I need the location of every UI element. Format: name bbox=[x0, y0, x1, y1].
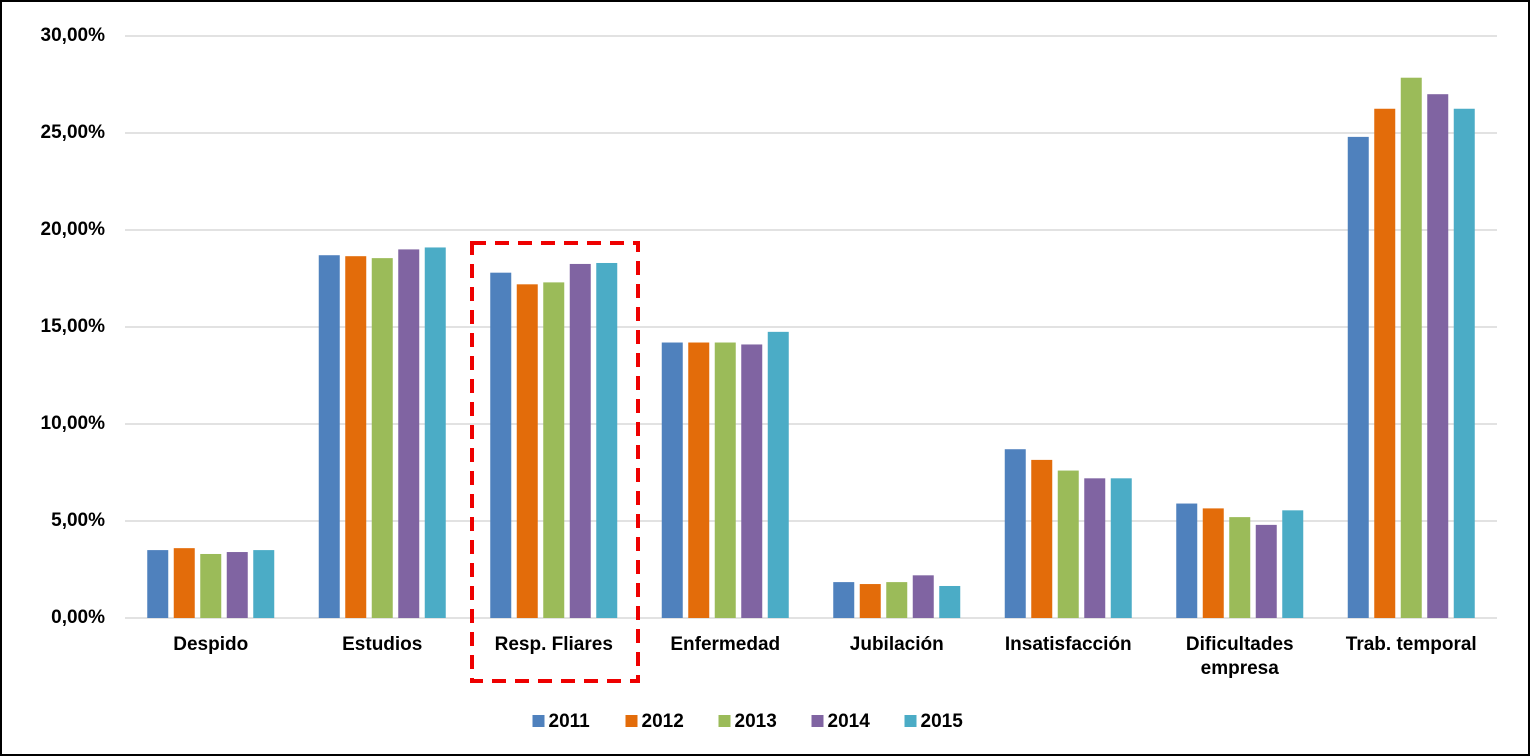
bar bbox=[1031, 459, 1053, 618]
x-tick-label: Estudios bbox=[342, 634, 423, 655]
bar bbox=[490, 272, 512, 618]
legend-swatch bbox=[532, 715, 545, 727]
bar bbox=[912, 575, 934, 618]
bar bbox=[1202, 508, 1224, 618]
legend-label: 2015 bbox=[921, 711, 964, 732]
bar bbox=[226, 552, 248, 618]
bar bbox=[147, 550, 169, 618]
x-tick-label: Dificultades empresa bbox=[1185, 634, 1294, 679]
bar bbox=[253, 550, 275, 618]
bar bbox=[318, 255, 340, 618]
legend-swatch bbox=[811, 715, 824, 727]
bar bbox=[1057, 470, 1079, 618]
bar bbox=[1453, 108, 1475, 618]
bar bbox=[398, 249, 420, 618]
bar bbox=[1374, 108, 1396, 618]
x-tick-label: Resp. Fliares bbox=[494, 634, 613, 655]
bar bbox=[569, 263, 591, 618]
x-tick-label: Insatisfacción bbox=[1004, 634, 1132, 655]
bar bbox=[424, 247, 446, 618]
bar bbox=[345, 256, 367, 618]
legend-swatch bbox=[718, 715, 731, 727]
bar bbox=[767, 331, 789, 618]
x-tick-label: Jubilación bbox=[849, 634, 944, 655]
highlight-box bbox=[470, 241, 640, 683]
bar bbox=[688, 342, 710, 618]
bar bbox=[1400, 77, 1422, 618]
bar bbox=[1004, 449, 1026, 618]
y-tick-label: 5,00% bbox=[51, 510, 105, 531]
x-tick-label: Enfermedad bbox=[670, 634, 781, 655]
legend-swatch bbox=[625, 715, 638, 727]
bar bbox=[1347, 136, 1369, 618]
y-tick-label: 20,00% bbox=[41, 219, 106, 240]
bar bbox=[1282, 510, 1304, 618]
bar bbox=[661, 342, 683, 618]
bar bbox=[1084, 478, 1106, 618]
legend-label: 2012 bbox=[642, 711, 684, 732]
bar bbox=[200, 553, 222, 618]
bar bbox=[371, 258, 393, 618]
x-tick-label: Despido bbox=[173, 634, 249, 655]
legend-label: 2011 bbox=[549, 711, 591, 732]
bar bbox=[714, 342, 736, 618]
y-tick-label: 25,00% bbox=[41, 122, 106, 143]
bar bbox=[859, 584, 881, 618]
bar bbox=[833, 582, 855, 618]
x-tick-label: Trab. temporal bbox=[1345, 634, 1477, 655]
y-tick-label: 15,00% bbox=[41, 316, 106, 337]
bar bbox=[543, 282, 565, 618]
y-tick-label: 0,00% bbox=[51, 607, 105, 628]
legend-label: 2013 bbox=[735, 711, 777, 732]
bar bbox=[1229, 517, 1251, 618]
bar bbox=[741, 344, 763, 618]
legend-swatch bbox=[904, 715, 917, 727]
bar bbox=[886, 582, 908, 618]
bar bbox=[1176, 503, 1198, 618]
y-tick-label: 30,00% bbox=[41, 25, 106, 46]
bar bbox=[596, 262, 618, 618]
bar bbox=[939, 585, 961, 618]
bar bbox=[173, 548, 195, 618]
bar bbox=[1255, 524, 1277, 618]
y-tick-label: 10,00% bbox=[41, 413, 106, 434]
bar bbox=[516, 284, 538, 618]
bar bbox=[1110, 478, 1132, 618]
bar bbox=[1427, 94, 1449, 618]
legend-label: 2014 bbox=[828, 711, 871, 732]
